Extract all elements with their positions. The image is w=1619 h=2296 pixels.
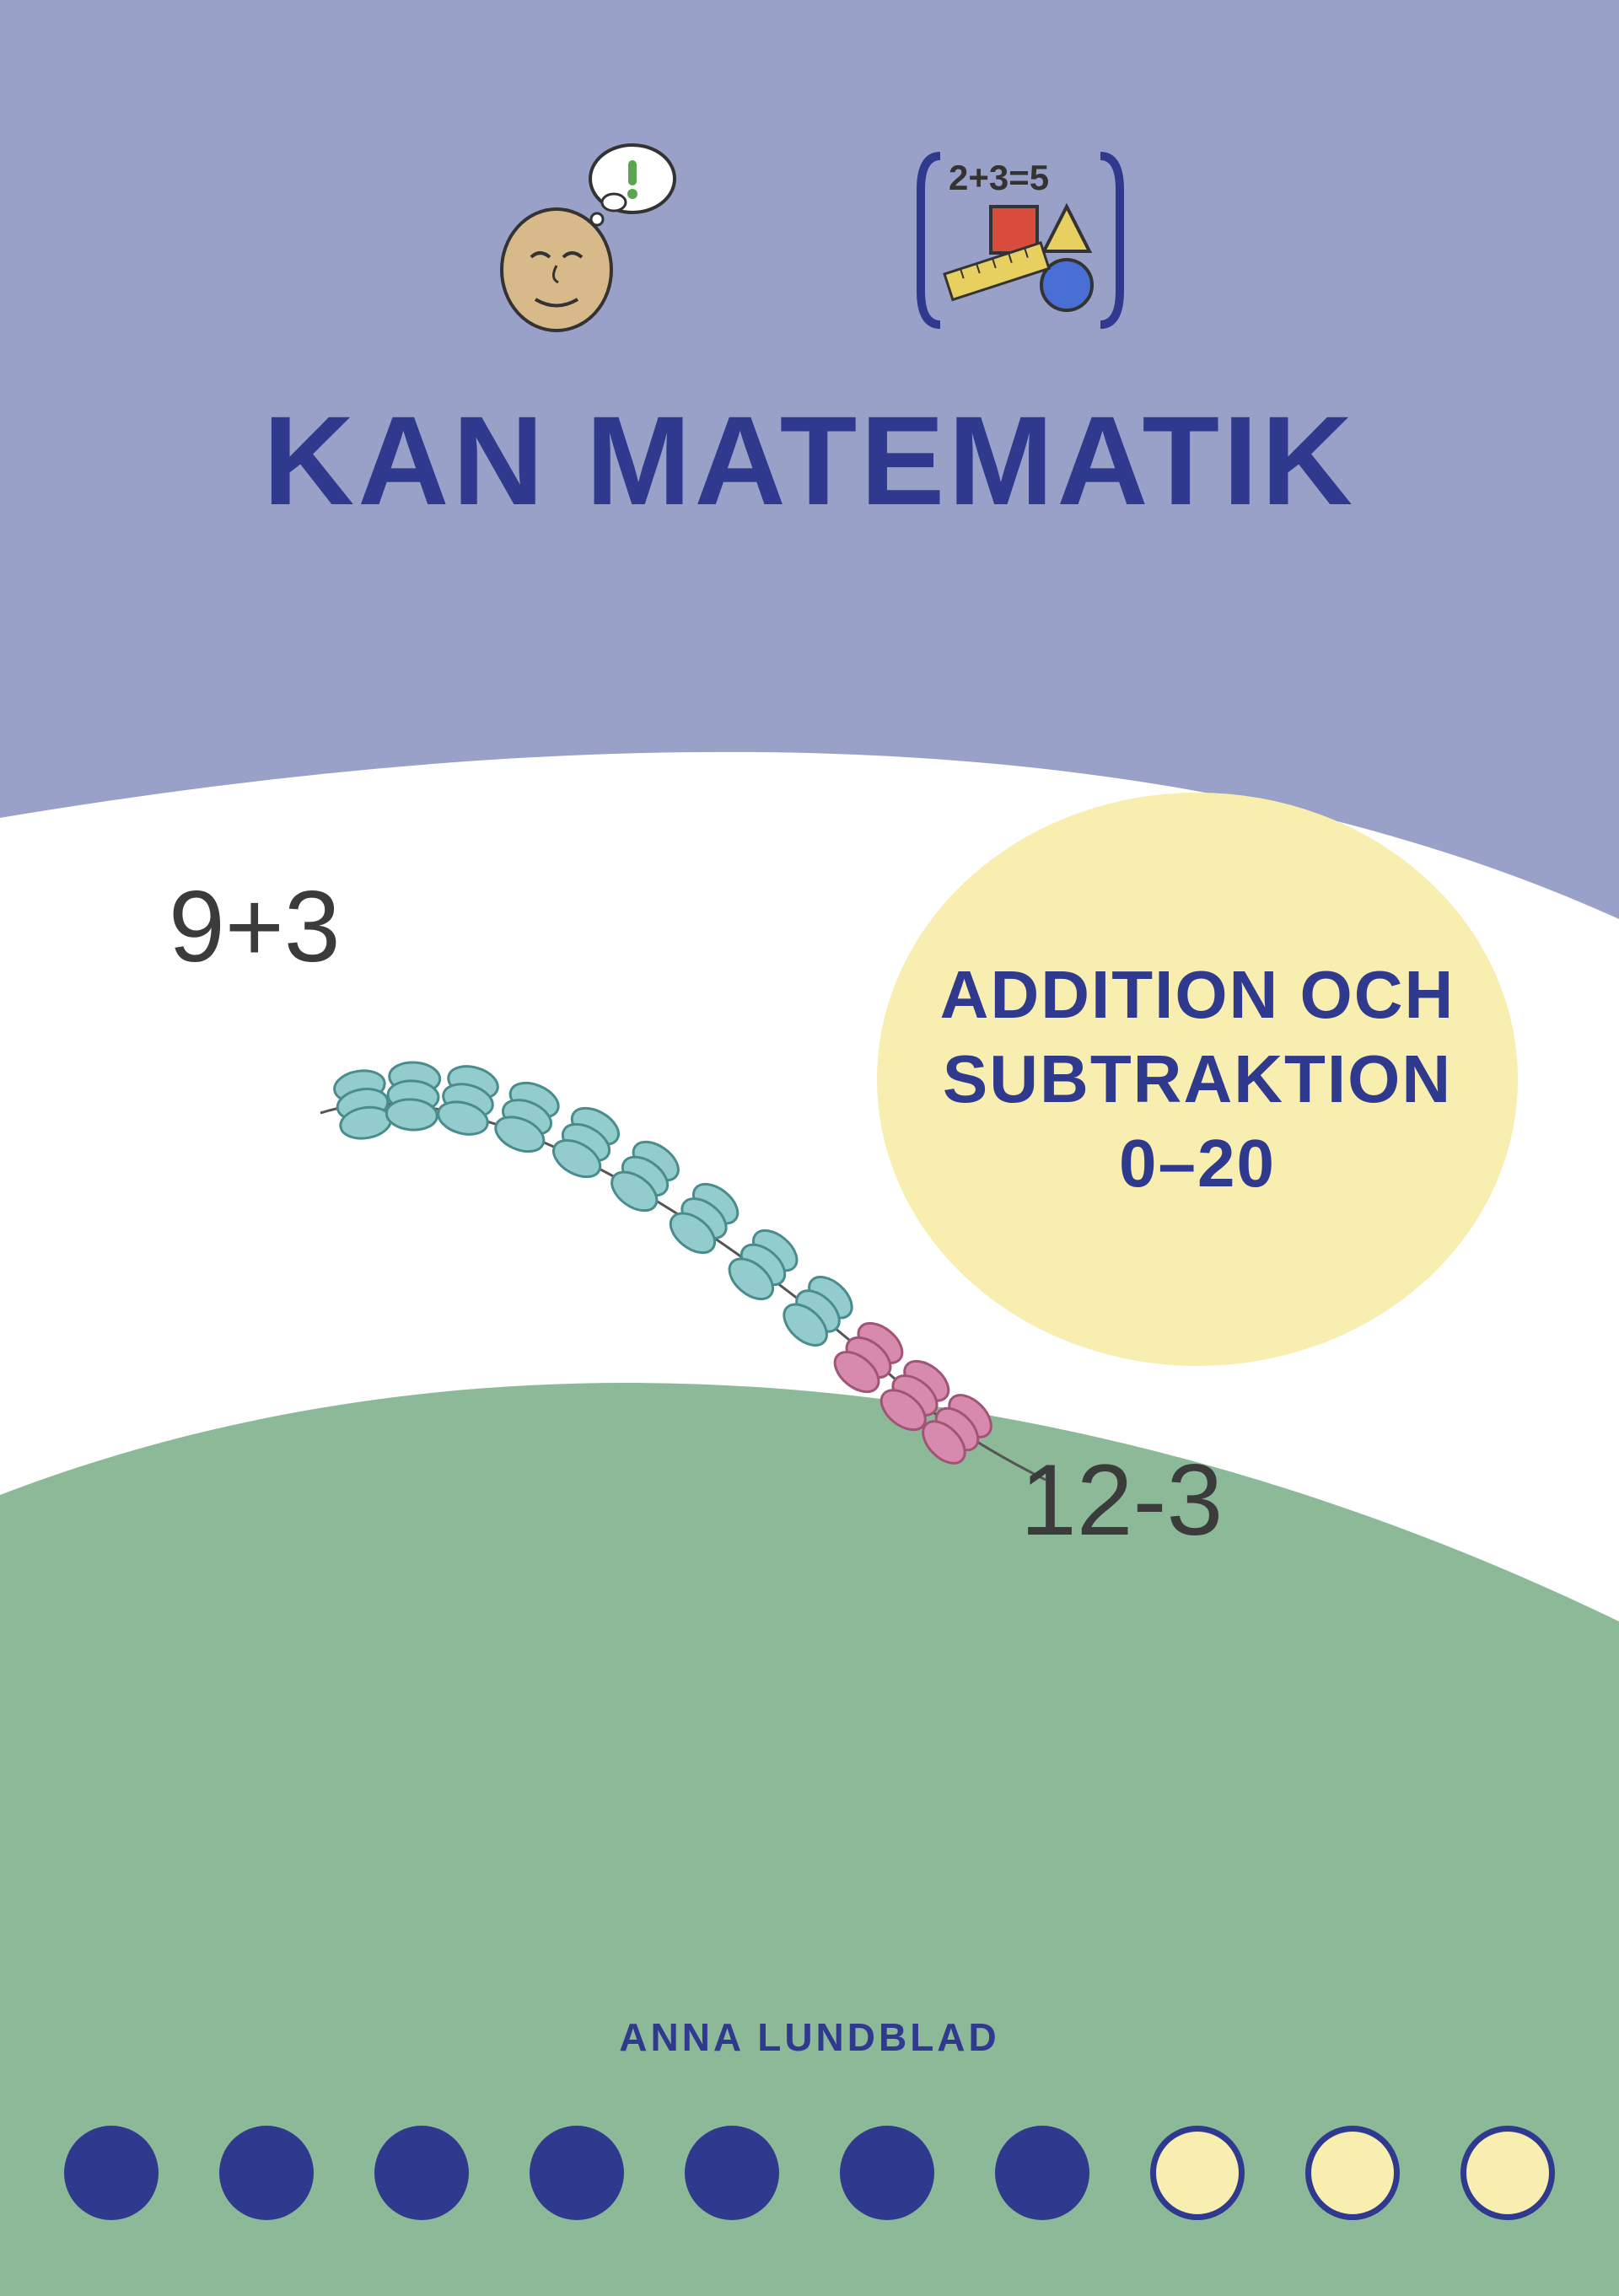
equation-addition: 9+3 <box>169 868 341 985</box>
dot-filled <box>685 2126 779 2220</box>
dot-filled <box>995 2126 1089 2220</box>
progress-dots <box>0 2126 1619 2220</box>
dot-empty <box>1460 2126 1555 2220</box>
beads-illustration <box>312 1012 1071 1518</box>
dot-filled <box>840 2126 934 2220</box>
dot-filled <box>64 2126 159 2220</box>
thinking-face-icon <box>489 143 691 341</box>
dot-empty <box>1150 2126 1245 2220</box>
book-cover: 2+3=5 KAN MATEMATIK 9+3 <box>0 0 1619 2296</box>
equation-subtraction: 12-3 <box>1020 1442 1223 1558</box>
dot-filled <box>374 2126 469 2220</box>
badge-line-3: 0–20 <box>1119 1121 1276 1206</box>
math-symbols-icon: 2+3=5 <box>911 143 1130 341</box>
dot-filled <box>530 2126 624 2220</box>
dot-filled <box>219 2126 314 2220</box>
svg-text:2+3=5: 2+3=5 <box>949 158 1049 197</box>
main-title: KAN MATEMATIK <box>0 388 1619 534</box>
dot-empty <box>1305 2126 1400 2220</box>
icons-row: 2+3=5 <box>0 143 1619 341</box>
author-name: ANNA LUNDBLAD <box>0 2014 1619 2060</box>
